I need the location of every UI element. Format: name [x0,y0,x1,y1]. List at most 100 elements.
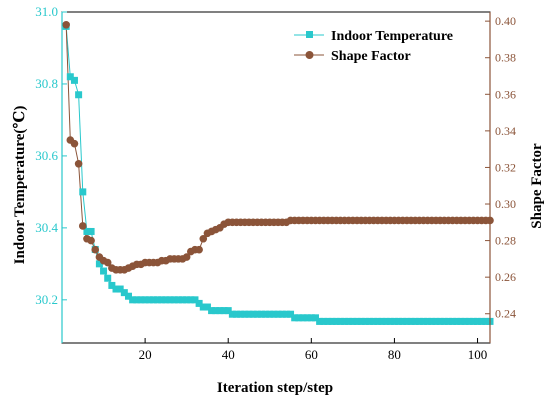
legend-item-shape-factor: Shape Factor [294,49,411,64]
x-tick-label: 100 [468,347,488,362]
x-tick-label: 60 [305,347,318,362]
data-point-temperature [262,310,270,318]
data-point-shape-factor [195,245,203,254]
data-point-temperature [324,317,332,325]
data-point-shape-factor [103,258,112,267]
data-point-temperature [133,296,141,304]
data-point-temperature [390,317,398,325]
x-axis: 20 40 60 80 100 [139,338,488,362]
right-y-tick-label: 0.26 [495,270,516,284]
data-point-temperature [299,314,307,322]
data-point-temperature [203,303,211,311]
data-point-temperature [316,317,324,325]
data-point-temperature [474,317,482,325]
data-point-temperature [291,314,299,322]
data-point-temperature [332,317,340,325]
data-point-temperature [415,317,423,325]
data-point-temperature [199,303,207,311]
data-point-temperature [436,317,444,325]
series-line-shape-factor [65,24,490,271]
data-point-temperature [149,296,157,304]
data-point-temperature [374,317,382,325]
data-point-temperature [120,289,128,297]
x-axis-label: Iteration step/step [217,380,333,396]
data-point-temperature [116,285,124,293]
data-point-temperature [233,310,241,318]
right-y-tick-label: 0.40 [495,14,516,28]
right-y-axis-label: Shape Factor [529,143,545,229]
data-point-shape-factor [199,234,208,243]
series-line-temperature [65,26,490,322]
data-point-temperature [482,317,490,325]
data-point-temperature [191,296,199,304]
legend-item-temperature: Indoor Temperature [294,29,453,44]
left-y-axis: 30.2 30.4 30.6 30.8 31.0 [35,4,67,307]
data-point-temperature [336,317,344,325]
data-point-temperature [320,317,328,325]
left-y-tick-label: 30.2 [35,292,58,307]
data-point-temperature [95,260,103,268]
data-point-temperature [353,317,361,325]
data-point-temperature [328,317,336,325]
data-point-temperature [420,317,428,325]
data-point-temperature [166,296,174,304]
data-point-shape-factor [74,159,83,168]
data-point-temperature [357,317,365,325]
data-point-temperature [104,274,112,282]
data-point-shape-factor [87,236,95,245]
legend-marker-shape-factor [305,51,314,59]
data-point-temperature [253,310,261,318]
data-point-temperature [187,296,195,304]
right-y-tick-label: 0.28 [495,234,516,248]
data-point-temperature [183,296,191,304]
data-point-temperature [154,296,162,304]
data-point-temperature [108,281,116,289]
x-tick-label: 80 [388,347,401,362]
right-y-tick-label: 0.30 [495,197,516,211]
data-point-temperature [378,317,386,325]
data-point-temperature [382,317,390,325]
data-point-temperature [361,317,369,325]
data-point-temperature [469,317,477,325]
right-y-tick-label: 0.38 [495,51,516,65]
data-point-temperature [245,310,253,318]
data-point-temperature [403,317,411,325]
data-point-temperature [432,317,440,325]
data-point-temperature [237,310,245,318]
data-point-temperature [170,296,178,304]
data-point-temperature [212,307,220,315]
legend-label-temperature: Indoor Temperature [331,29,453,44]
data-point-temperature [224,307,232,315]
data-point-temperature [195,299,203,307]
data-point-shape-factor [91,245,100,254]
data-point-temperature [79,188,87,196]
data-point-temperature [220,307,228,315]
series-markers [62,21,494,325]
data-point-temperature [270,310,278,318]
data-point-temperature [411,317,419,325]
right-y-tick-label: 0.32 [495,160,516,174]
data-point-shape-factor [70,139,79,148]
data-point-temperature [145,296,153,304]
right-y-axis: 0.24 0.26 0.28 0.30 0.32 0.34 0.36 0.38 0.40 [485,14,516,321]
right-y-tick-label: 0.36 [495,87,516,101]
data-point-temperature [311,314,319,322]
data-point-temperature [158,296,166,304]
data-point-temperature [395,317,403,325]
legend-marker-temperature [306,31,313,38]
data-point-temperature [461,317,469,325]
data-point-temperature [274,310,282,318]
data-point-temperature [100,267,108,275]
data-point-temperature [228,310,236,318]
data-point-temperature [278,310,286,318]
data-point-temperature [370,317,378,325]
data-point-temperature [124,292,132,300]
data-point-temperature [87,227,95,235]
data-point-temperature [66,73,74,81]
data-point-temperature [174,296,182,304]
data-point-shape-factor [78,222,87,230]
data-point-temperature [141,296,149,304]
data-point-temperature [428,317,436,325]
x-tick-label: 20 [139,347,152,362]
